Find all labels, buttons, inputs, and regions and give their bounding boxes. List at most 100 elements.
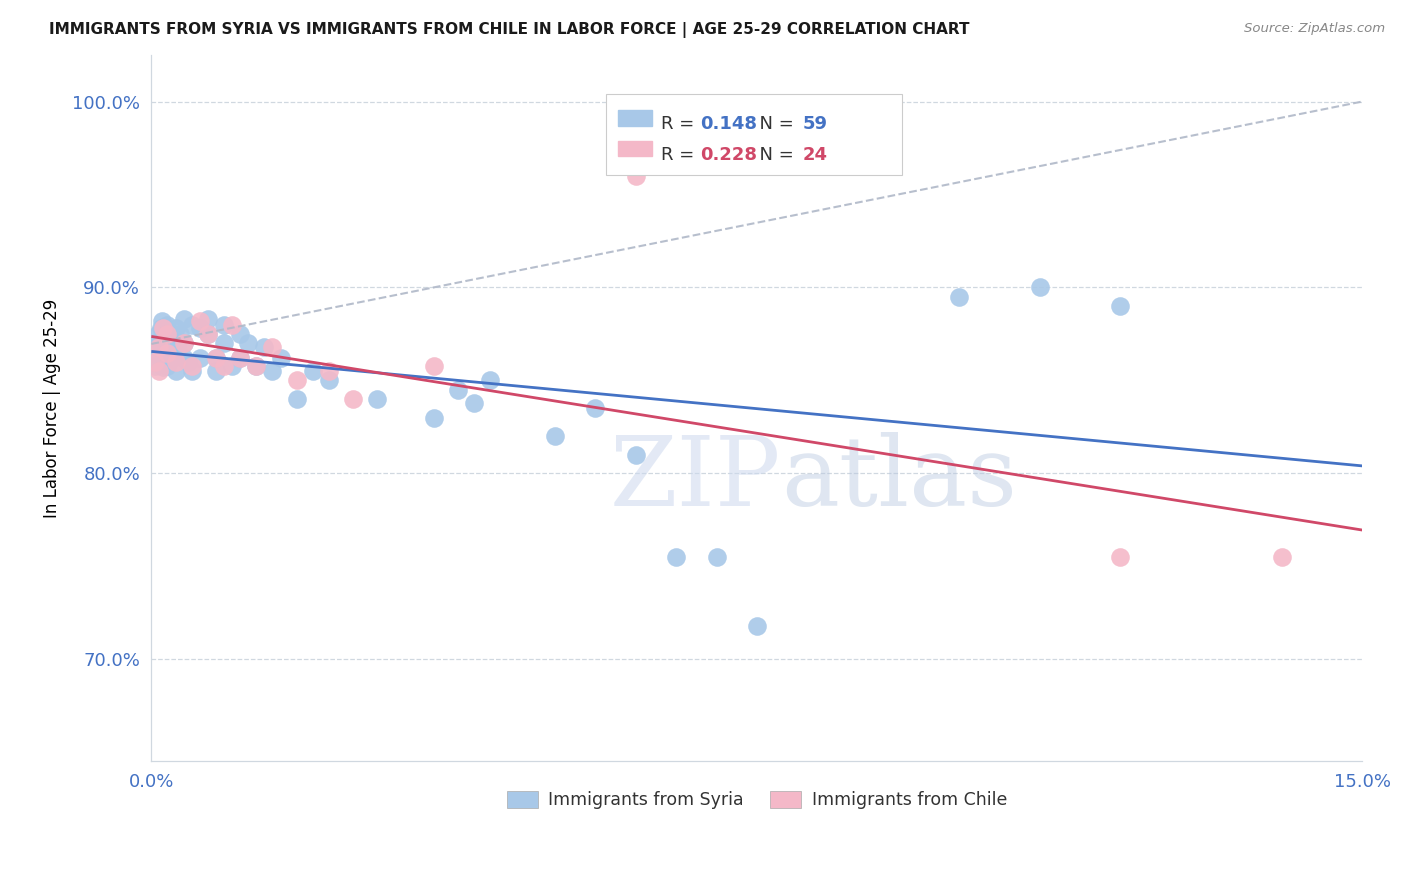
- Point: [1271, 549, 1294, 564]
- Point: [146, 340, 169, 354]
- Text: R =: R =: [661, 115, 700, 133]
- Point: [188, 314, 211, 328]
- Point: [152, 321, 174, 335]
- Point: [221, 359, 243, 373]
- FancyBboxPatch shape: [606, 94, 903, 175]
- Point: [173, 351, 195, 365]
- Point: [366, 392, 388, 406]
- Point: [285, 392, 308, 406]
- Point: [180, 318, 202, 332]
- Point: [1109, 299, 1132, 313]
- Point: [145, 359, 167, 373]
- Point: [165, 321, 187, 335]
- Point: [205, 364, 228, 378]
- Text: 0.228: 0.228: [700, 145, 756, 163]
- Point: [583, 401, 606, 416]
- Point: [624, 169, 647, 183]
- Point: [245, 359, 267, 373]
- Point: [205, 351, 228, 365]
- Point: [156, 333, 179, 347]
- Point: [197, 326, 219, 341]
- Point: [423, 410, 446, 425]
- Point: [145, 355, 167, 369]
- Point: [156, 345, 179, 359]
- Point: [245, 359, 267, 373]
- Point: [152, 336, 174, 351]
- Point: [624, 448, 647, 462]
- Text: ZIP: ZIP: [610, 432, 782, 526]
- Point: [262, 340, 284, 354]
- Point: [463, 395, 485, 409]
- Text: 59: 59: [803, 115, 828, 133]
- Point: [229, 351, 252, 365]
- Point: [197, 326, 219, 341]
- Point: [318, 364, 340, 378]
- Point: [197, 312, 219, 326]
- FancyBboxPatch shape: [617, 141, 651, 156]
- Point: [180, 359, 202, 373]
- Point: [173, 312, 195, 326]
- Point: [238, 336, 260, 351]
- Text: 24: 24: [803, 145, 828, 163]
- Point: [205, 351, 228, 365]
- FancyBboxPatch shape: [617, 111, 651, 126]
- Point: [156, 359, 179, 373]
- Point: [188, 321, 211, 335]
- Point: [148, 334, 170, 349]
- Point: [212, 359, 235, 373]
- Point: [152, 360, 174, 375]
- Point: [479, 373, 502, 387]
- Point: [318, 373, 340, 387]
- Text: IMMIGRANTS FROM SYRIA VS IMMIGRANTS FROM CHILE IN LABOR FORCE | AGE 25-29 CORREL: IMMIGRANTS FROM SYRIA VS IMMIGRANTS FROM…: [49, 22, 970, 38]
- Point: [665, 549, 688, 564]
- Text: N =: N =: [748, 145, 800, 163]
- Point: [342, 392, 364, 406]
- Point: [212, 318, 235, 332]
- Point: [165, 364, 187, 378]
- Point: [148, 340, 170, 354]
- Text: N =: N =: [748, 115, 800, 133]
- Text: Source: ZipAtlas.com: Source: ZipAtlas.com: [1244, 22, 1385, 36]
- Point: [180, 364, 202, 378]
- Point: [165, 355, 187, 369]
- Point: [146, 326, 169, 341]
- Point: [423, 359, 446, 373]
- Point: [301, 364, 323, 378]
- Point: [948, 290, 970, 304]
- Text: 0.148: 0.148: [700, 115, 756, 133]
- Point: [150, 321, 173, 335]
- Point: [1109, 549, 1132, 564]
- Point: [706, 549, 728, 564]
- Point: [166, 338, 188, 352]
- Point: [229, 326, 252, 341]
- Point: [1028, 280, 1050, 294]
- Point: [212, 336, 235, 351]
- Point: [148, 364, 170, 378]
- Text: R =: R =: [661, 145, 700, 163]
- Point: [169, 326, 191, 341]
- Point: [150, 314, 173, 328]
- Point: [155, 345, 177, 359]
- Point: [160, 340, 183, 354]
- Y-axis label: In Labor Force | Age 25-29: In Labor Force | Age 25-29: [44, 299, 60, 518]
- Point: [270, 351, 292, 365]
- Point: [262, 364, 284, 378]
- Point: [253, 340, 276, 354]
- Point: [447, 383, 470, 397]
- Text: atlas: atlas: [782, 432, 1017, 526]
- Point: [229, 351, 252, 365]
- Point: [544, 429, 567, 443]
- Point: [173, 336, 195, 351]
- Point: [156, 318, 179, 332]
- Point: [156, 326, 179, 341]
- Point: [221, 318, 243, 332]
- Point: [285, 373, 308, 387]
- Point: [157, 326, 180, 341]
- Point: [745, 619, 768, 633]
- Legend: Immigrants from Syria, Immigrants from Chile: Immigrants from Syria, Immigrants from C…: [499, 784, 1014, 816]
- Point: [173, 336, 195, 351]
- Point: [148, 349, 170, 363]
- Point: [160, 351, 183, 365]
- Point: [188, 351, 211, 365]
- Point: [176, 355, 198, 369]
